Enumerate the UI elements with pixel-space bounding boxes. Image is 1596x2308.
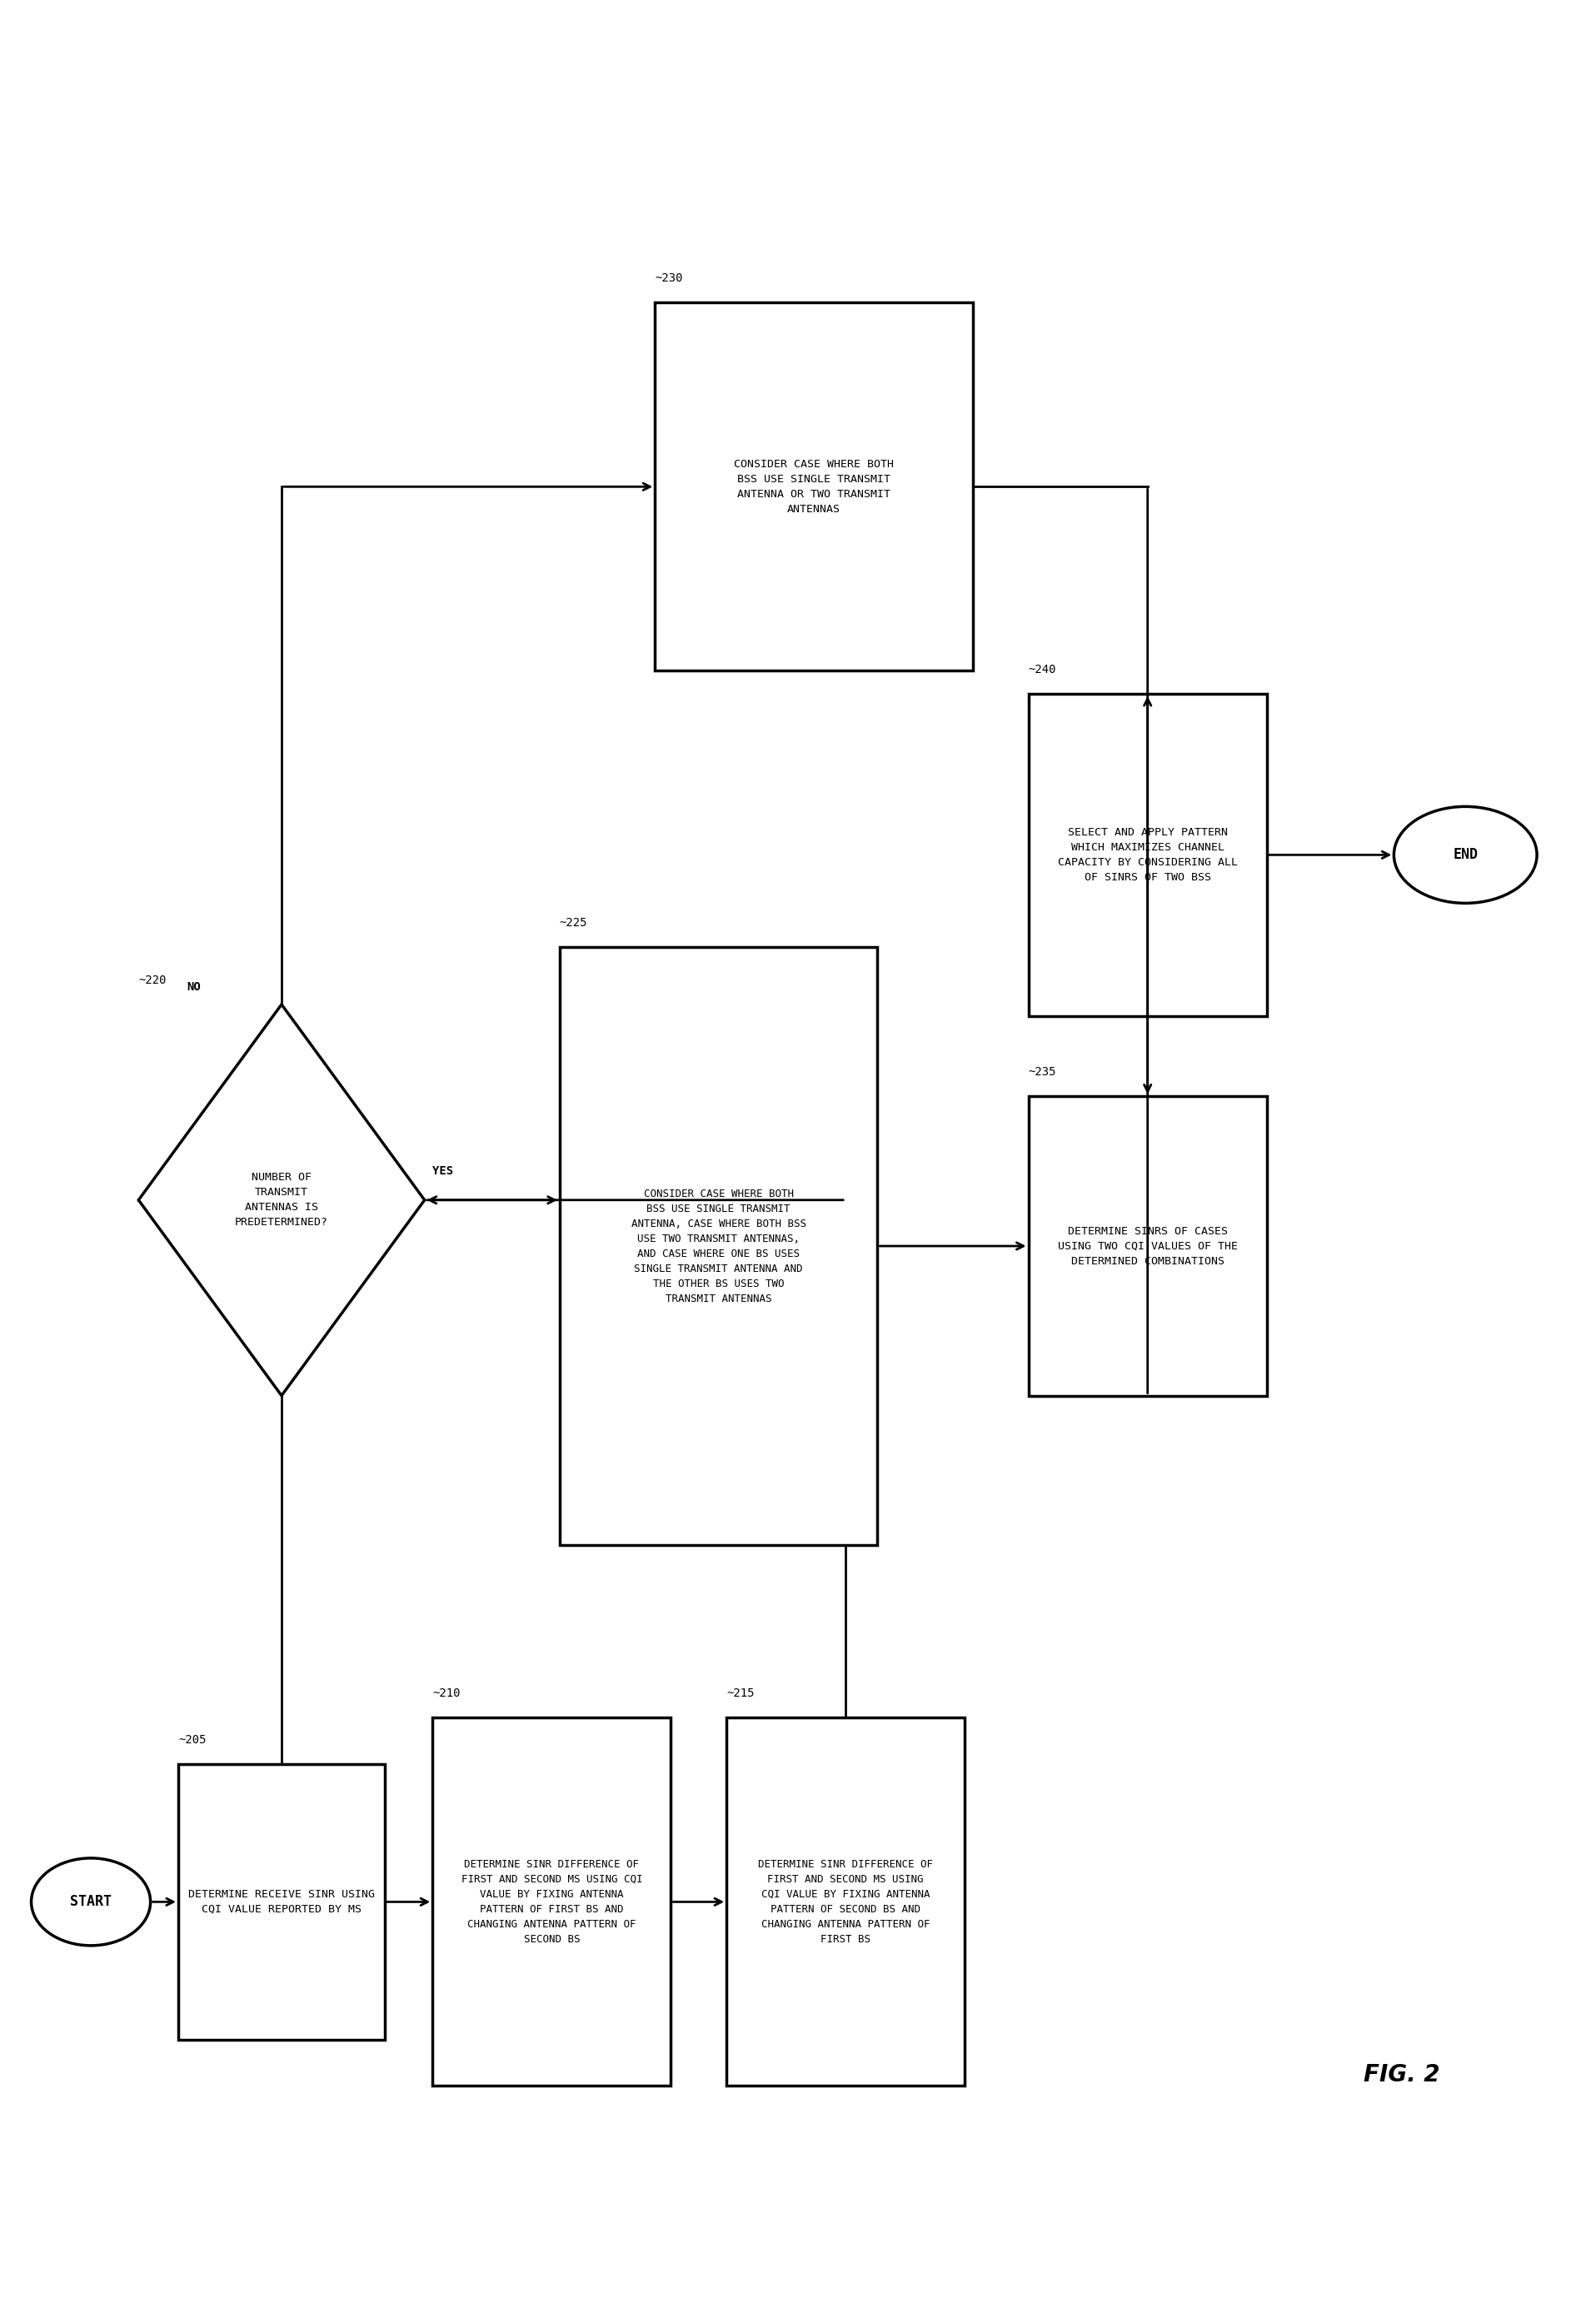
Text: DETERMINE SINRS OF CASES
USING TWO CQI VALUES OF THE
DETERMINED COMBINATIONS: DETERMINE SINRS OF CASES USING TWO CQI V… [1058, 1226, 1237, 1267]
Text: NUMBER OF
TRANSMIT
ANTENNAS IS
PREDETERMINED?: NUMBER OF TRANSMIT ANTENNAS IS PREDETERM… [235, 1172, 329, 1228]
FancyBboxPatch shape [726, 1717, 966, 2086]
Text: ~240: ~240 [1028, 665, 1057, 676]
Text: DETERMINE RECEIVE SINR USING
CQI VALUE REPORTED BY MS: DETERMINE RECEIVE SINR USING CQI VALUE R… [188, 1888, 375, 1916]
Text: ~235: ~235 [1028, 1066, 1057, 1078]
Text: ~205: ~205 [179, 1733, 206, 1745]
Text: DETERMINE SINR DIFFERENCE OF
FIRST AND SECOND MS USING
CQI VALUE BY FIXING ANTEN: DETERMINE SINR DIFFERENCE OF FIRST AND S… [758, 1858, 934, 1946]
FancyBboxPatch shape [1028, 695, 1267, 1016]
Text: ~220: ~220 [139, 974, 166, 986]
FancyBboxPatch shape [1028, 1096, 1267, 1396]
Text: CONSIDER CASE WHERE BOTH
BSS USE SINGLE TRANSMIT
ANTENNA, CASE WHERE BOTH BSS
US: CONSIDER CASE WHERE BOTH BSS USE SINGLE … [630, 1189, 806, 1304]
Ellipse shape [32, 1858, 150, 1946]
Text: START: START [70, 1895, 112, 1909]
Text: SELECT AND APPLY PATTERN
WHICH MAXIMIZES CHANNEL
CAPACITY BY CONSIDERING ALL
OF : SELECT AND APPLY PATTERN WHICH MAXIMIZES… [1058, 826, 1237, 882]
FancyBboxPatch shape [560, 946, 878, 1544]
FancyBboxPatch shape [654, 302, 974, 672]
Text: CONSIDER CASE WHERE BOTH
BSS USE SINGLE TRANSMIT
ANTENNA OR TWO TRANSMIT
ANTENNA: CONSIDER CASE WHERE BOTH BSS USE SINGLE … [734, 459, 894, 515]
Polygon shape [139, 1004, 425, 1396]
Text: ~210: ~210 [433, 1687, 460, 1699]
Text: YES: YES [433, 1166, 453, 1177]
FancyBboxPatch shape [179, 1763, 385, 2040]
FancyBboxPatch shape [433, 1717, 670, 2086]
Text: FIG. 2: FIG. 2 [1363, 2063, 1440, 2086]
Text: ~215: ~215 [726, 1687, 755, 1699]
Text: DETERMINE SINR DIFFERENCE OF
FIRST AND SECOND MS USING CQI
VALUE BY FIXING ANTEN: DETERMINE SINR DIFFERENCE OF FIRST AND S… [461, 1858, 642, 1946]
Text: NO: NO [187, 981, 201, 992]
Text: ~230: ~230 [654, 272, 683, 284]
Ellipse shape [1393, 805, 1537, 902]
Text: END: END [1452, 847, 1478, 863]
Text: ~225: ~225 [560, 916, 587, 928]
